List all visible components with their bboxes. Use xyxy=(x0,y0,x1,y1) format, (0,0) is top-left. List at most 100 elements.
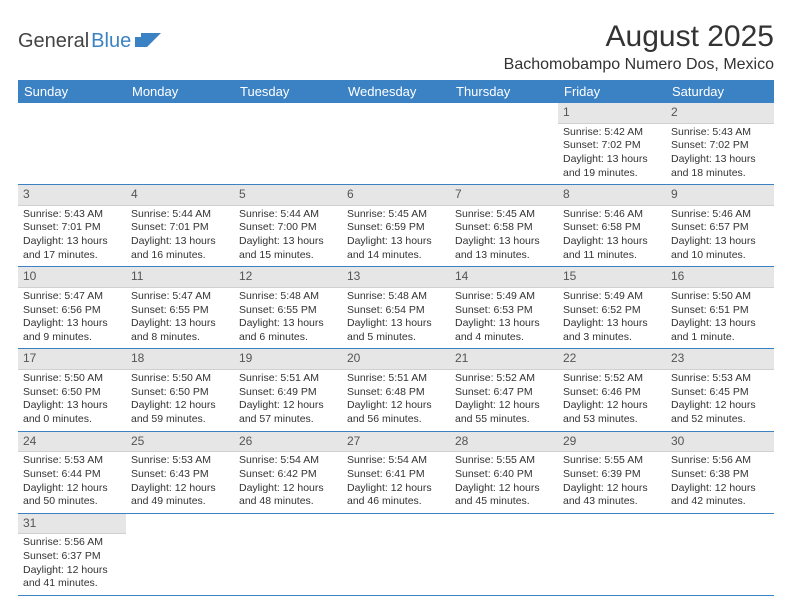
daylight-line: Daylight: 12 hours and 56 minutes. xyxy=(347,399,445,426)
day-number: 7 xyxy=(450,185,558,206)
title-block: August 2025 Bachomobampo Numero Dos, Mex… xyxy=(504,20,774,74)
calendar-cell: 27Sunrise: 5:54 AMSunset: 6:41 PMDayligh… xyxy=(342,431,450,513)
day-body: Sunrise: 5:51 AMSunset: 6:49 PMDaylight:… xyxy=(234,370,342,431)
sunrise-line: Sunrise: 5:55 AM xyxy=(455,454,553,468)
sunrise-line: Sunrise: 5:45 AM xyxy=(455,208,553,222)
daylight-line: Daylight: 13 hours and 17 minutes. xyxy=(23,235,121,262)
day-body: Sunrise: 5:54 AMSunset: 6:42 PMDaylight:… xyxy=(234,452,342,513)
day-body: Sunrise: 5:42 AMSunset: 7:02 PMDaylight:… xyxy=(558,124,666,185)
daylight-line: Daylight: 13 hours and 4 minutes. xyxy=(455,317,553,344)
calendar-cell: 11Sunrise: 5:47 AMSunset: 6:55 PMDayligh… xyxy=(126,267,234,349)
daylight-line: Daylight: 12 hours and 57 minutes. xyxy=(239,399,337,426)
day-number: 17 xyxy=(18,349,126,370)
day-number: 20 xyxy=(342,349,450,370)
calendar-cell: 2Sunrise: 5:43 AMSunset: 7:02 PMDaylight… xyxy=(666,103,774,185)
calendar-cell: 16Sunrise: 5:50 AMSunset: 6:51 PMDayligh… xyxy=(666,267,774,349)
calendar-cell: 5Sunrise: 5:44 AMSunset: 7:00 PMDaylight… xyxy=(234,185,342,267)
location: Bachomobampo Numero Dos, Mexico xyxy=(504,56,774,74)
sunset-line: Sunset: 7:02 PM xyxy=(671,139,769,153)
day-body: Sunrise: 5:56 AMSunset: 6:37 PMDaylight:… xyxy=(18,534,126,595)
sunrise-line: Sunrise: 5:53 AM xyxy=(131,454,229,468)
day-body: Sunrise: 5:53 AMSunset: 6:44 PMDaylight:… xyxy=(18,452,126,513)
daylight-line: Daylight: 12 hours and 48 minutes. xyxy=(239,482,337,509)
sunset-line: Sunset: 7:02 PM xyxy=(563,139,661,153)
day-body: Sunrise: 5:54 AMSunset: 6:41 PMDaylight:… xyxy=(342,452,450,513)
header: GeneralBlue August 2025 Bachomobampo Num… xyxy=(18,20,774,74)
calendar-cell: 15Sunrise: 5:49 AMSunset: 6:52 PMDayligh… xyxy=(558,267,666,349)
sunset-line: Sunset: 6:48 PM xyxy=(347,386,445,400)
calendar-table: SundayMondayTuesdayWednesdayThursdayFrid… xyxy=(18,80,774,596)
daylight-line: Daylight: 13 hours and 3 minutes. xyxy=(563,317,661,344)
calendar-cell: 19Sunrise: 5:51 AMSunset: 6:49 PMDayligh… xyxy=(234,349,342,431)
daylight-line: Daylight: 12 hours and 49 minutes. xyxy=(131,482,229,509)
daylight-line: Daylight: 12 hours and 52 minutes. xyxy=(671,399,769,426)
calendar-cell: 8Sunrise: 5:46 AMSunset: 6:58 PMDaylight… xyxy=(558,185,666,267)
day-number: 22 xyxy=(558,349,666,370)
sunset-line: Sunset: 6:47 PM xyxy=(455,386,553,400)
sunrise-line: Sunrise: 5:48 AM xyxy=(239,290,337,304)
calendar-cell: 21Sunrise: 5:52 AMSunset: 6:47 PMDayligh… xyxy=(450,349,558,431)
sunset-line: Sunset: 7:01 PM xyxy=(23,221,121,235)
day-number: 9 xyxy=(666,185,774,206)
sunrise-line: Sunrise: 5:50 AM xyxy=(23,372,121,386)
sunrise-line: Sunrise: 5:49 AM xyxy=(455,290,553,304)
day-body: Sunrise: 5:55 AMSunset: 6:40 PMDaylight:… xyxy=(450,452,558,513)
sunrise-line: Sunrise: 5:52 AM xyxy=(455,372,553,386)
sunset-line: Sunset: 6:58 PM xyxy=(455,221,553,235)
daylight-line: Daylight: 13 hours and 5 minutes. xyxy=(347,317,445,344)
sunset-line: Sunset: 6:58 PM xyxy=(563,221,661,235)
sunset-line: Sunset: 6:43 PM xyxy=(131,468,229,482)
calendar-cell xyxy=(342,103,450,185)
calendar-cell xyxy=(234,103,342,185)
calendar-head: SundayMondayTuesdayWednesdayThursdayFrid… xyxy=(18,80,774,103)
weekday-header: Wednesday xyxy=(342,80,450,103)
calendar-cell xyxy=(450,513,558,595)
daylight-line: Daylight: 12 hours and 41 minutes. xyxy=(23,564,121,591)
weekday-header: Thursday xyxy=(450,80,558,103)
daylight-line: Daylight: 13 hours and 16 minutes. xyxy=(131,235,229,262)
daylight-line: Daylight: 12 hours and 42 minutes. xyxy=(671,482,769,509)
sunrise-line: Sunrise: 5:42 AM xyxy=(563,126,661,140)
sunrise-line: Sunrise: 5:54 AM xyxy=(347,454,445,468)
daylight-line: Daylight: 13 hours and 8 minutes. xyxy=(131,317,229,344)
day-number: 5 xyxy=(234,185,342,206)
daylight-line: Daylight: 12 hours and 50 minutes. xyxy=(23,482,121,509)
day-body: Sunrise: 5:52 AMSunset: 6:46 PMDaylight:… xyxy=(558,370,666,431)
sunset-line: Sunset: 6:38 PM xyxy=(671,468,769,482)
day-body: Sunrise: 5:47 AMSunset: 6:55 PMDaylight:… xyxy=(126,288,234,349)
calendar-cell xyxy=(558,513,666,595)
day-body: Sunrise: 5:51 AMSunset: 6:48 PMDaylight:… xyxy=(342,370,450,431)
day-number: 12 xyxy=(234,267,342,288)
daylight-line: Daylight: 12 hours and 53 minutes. xyxy=(563,399,661,426)
day-number: 26 xyxy=(234,432,342,453)
calendar-cell: 18Sunrise: 5:50 AMSunset: 6:50 PMDayligh… xyxy=(126,349,234,431)
daylight-line: Daylight: 13 hours and 19 minutes. xyxy=(563,153,661,180)
calendar-cell xyxy=(342,513,450,595)
calendar-cell: 13Sunrise: 5:48 AMSunset: 6:54 PMDayligh… xyxy=(342,267,450,349)
sunrise-line: Sunrise: 5:48 AM xyxy=(347,290,445,304)
weekday-header: Monday xyxy=(126,80,234,103)
sunset-line: Sunset: 6:55 PM xyxy=(131,304,229,318)
sunset-line: Sunset: 6:54 PM xyxy=(347,304,445,318)
sunset-line: Sunset: 6:52 PM xyxy=(563,304,661,318)
daylight-line: Daylight: 12 hours and 59 minutes. xyxy=(131,399,229,426)
month-title: August 2025 xyxy=(504,20,774,54)
sunset-line: Sunset: 6:56 PM xyxy=(23,304,121,318)
sunset-line: Sunset: 7:01 PM xyxy=(131,221,229,235)
day-number: 30 xyxy=(666,432,774,453)
sunrise-line: Sunrise: 5:43 AM xyxy=(23,208,121,222)
calendar-cell: 23Sunrise: 5:53 AMSunset: 6:45 PMDayligh… xyxy=(666,349,774,431)
calendar-cell xyxy=(126,513,234,595)
calendar-cell: 28Sunrise: 5:55 AMSunset: 6:40 PMDayligh… xyxy=(450,431,558,513)
calendar-cell xyxy=(450,103,558,185)
sunset-line: Sunset: 6:46 PM xyxy=(563,386,661,400)
calendar-cell: 14Sunrise: 5:49 AMSunset: 6:53 PMDayligh… xyxy=(450,267,558,349)
day-body: Sunrise: 5:49 AMSunset: 6:53 PMDaylight:… xyxy=(450,288,558,349)
sunset-line: Sunset: 6:57 PM xyxy=(671,221,769,235)
day-body: Sunrise: 5:43 AMSunset: 7:02 PMDaylight:… xyxy=(666,124,774,185)
sunrise-line: Sunrise: 5:44 AM xyxy=(131,208,229,222)
calendar-cell: 9Sunrise: 5:46 AMSunset: 6:57 PMDaylight… xyxy=(666,185,774,267)
calendar-cell: 24Sunrise: 5:53 AMSunset: 6:44 PMDayligh… xyxy=(18,431,126,513)
day-body: Sunrise: 5:48 AMSunset: 6:54 PMDaylight:… xyxy=(342,288,450,349)
day-body: Sunrise: 5:55 AMSunset: 6:39 PMDaylight:… xyxy=(558,452,666,513)
